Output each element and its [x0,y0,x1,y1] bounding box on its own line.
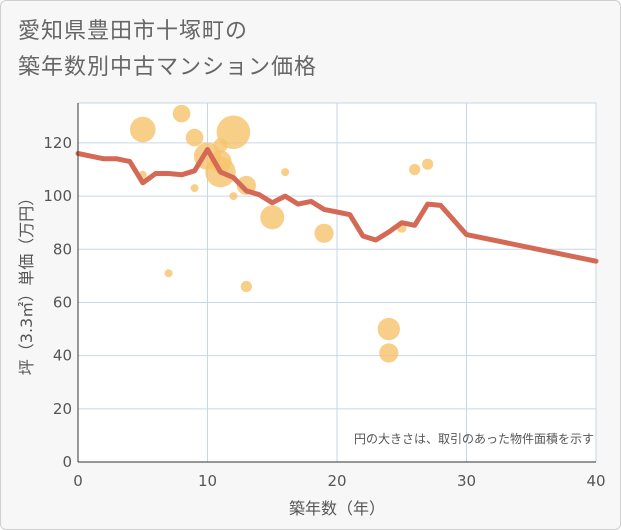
x-tick-label: 20 [327,472,346,490]
bubble-point [240,280,252,293]
y-axis-label: 坪（3.3㎡）単価（万円） [17,190,36,375]
bubble-point [129,116,156,143]
y-tick-label: 120 [43,134,72,152]
chart-title-line-2: 築年数別中古マンション価格 [18,55,318,80]
bubble-point [190,184,199,193]
bubble-point [229,192,238,201]
x-tick-label: 0 [73,472,83,490]
bubble-point [260,205,285,230]
bubble-point [185,128,204,147]
axes [77,103,596,463]
bubble-point [314,223,334,243]
trend-line-series [75,147,599,264]
bubble-point [164,269,173,278]
bubble-point [409,163,421,176]
chart-title: 愛知県豊田市十塚町の 築年数別中古マンション価格 [18,14,317,86]
x-axis-label: 築年数（年） [289,499,385,518]
y-tick-label: 60 [53,293,72,311]
bubble-size-note: 円の大きさは、取引のあった物件面積を示す [354,431,594,446]
trend-line [75,147,599,264]
bubble-point [281,168,290,177]
x-tick-label: 30 [457,472,476,490]
tick-labels: 0 10 20 30 40 0 20 40 60 80 100 120 [43,134,605,490]
bubble-point [172,104,191,123]
x-tick-label: 10 [198,472,217,490]
bubble-point [377,317,400,341]
bubble-point [379,343,399,363]
y-tick-label: 80 [53,240,72,258]
chart-title-line-1: 愛知県豊田市十塚町の [18,19,249,44]
bubble-point [216,115,251,150]
y-tick-label: 20 [53,400,72,418]
y-tick-label: 0 [62,453,72,471]
y-tick-label: 40 [53,347,72,365]
bubble-point [422,158,434,170]
x-tick-label: 40 [586,472,605,490]
y-tick-label: 100 [43,187,72,205]
